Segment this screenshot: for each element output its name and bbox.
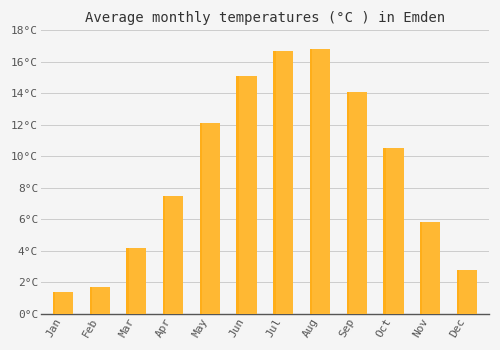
- Bar: [236, 76, 239, 314]
- Bar: [310, 49, 330, 314]
- Bar: [126, 247, 128, 314]
- Bar: [163, 196, 166, 314]
- Bar: [420, 222, 422, 314]
- Bar: [273, 51, 276, 314]
- Bar: [53, 292, 55, 314]
- Bar: [346, 92, 349, 314]
- Bar: [310, 49, 312, 314]
- Bar: [420, 222, 440, 314]
- Bar: [200, 123, 220, 314]
- Bar: [53, 292, 73, 314]
- Bar: [126, 247, 146, 314]
- Bar: [200, 123, 202, 314]
- Bar: [236, 76, 256, 314]
- Bar: [384, 148, 404, 314]
- Bar: [346, 92, 367, 314]
- Bar: [457, 270, 459, 314]
- Title: Average monthly temperatures (°C ) in Emden: Average monthly temperatures (°C ) in Em…: [85, 11, 445, 25]
- Bar: [273, 51, 293, 314]
- Bar: [163, 196, 183, 314]
- Bar: [457, 270, 477, 314]
- Bar: [384, 148, 386, 314]
- Bar: [90, 287, 110, 314]
- Bar: [90, 287, 92, 314]
